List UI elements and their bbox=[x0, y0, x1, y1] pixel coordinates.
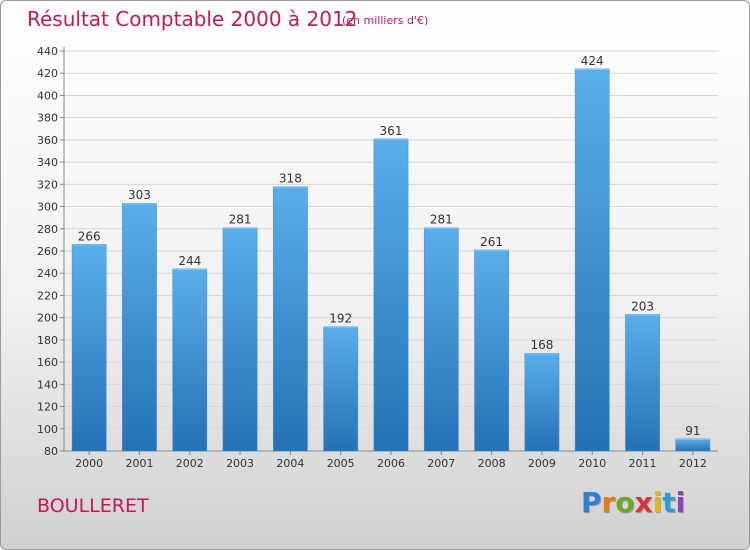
logo-letter: x bbox=[634, 486, 653, 519]
value-label-2010: 424 bbox=[581, 54, 604, 68]
bar-2002 bbox=[172, 268, 208, 452]
y-tick-label: 320 bbox=[37, 178, 58, 191]
bar-2011 bbox=[625, 314, 660, 452]
y-tick-label: 200 bbox=[37, 312, 58, 325]
y-tick-label: 160 bbox=[37, 356, 58, 369]
logo-letter: i bbox=[652, 486, 663, 519]
y-tick-label: 80 bbox=[44, 445, 58, 458]
logo-letter: o bbox=[615, 486, 635, 519]
bar-2001 bbox=[122, 202, 157, 452]
y-tick-label: 120 bbox=[37, 401, 58, 414]
value-label-2004: 318 bbox=[279, 172, 302, 186]
bar-2000 bbox=[71, 244, 107, 452]
x-tick-label-2011: 2011 bbox=[629, 457, 657, 470]
x-tick-label-2008: 2008 bbox=[478, 457, 506, 470]
x-tick-label-2002: 2002 bbox=[176, 457, 204, 470]
logo-letter: i bbox=[675, 486, 686, 519]
y-tick-label: 400 bbox=[37, 89, 58, 102]
bar-2007 bbox=[423, 227, 459, 452]
x-tick-label-2003: 2003 bbox=[226, 457, 254, 470]
x-tick-label-2012: 2012 bbox=[679, 457, 707, 470]
bar-2012 bbox=[675, 438, 711, 452]
bar-2010 bbox=[574, 68, 610, 452]
y-tick-label: 300 bbox=[37, 201, 58, 214]
y-tick-label: 180 bbox=[37, 334, 58, 347]
bar-2005 bbox=[323, 326, 359, 452]
commune-name: BOULLERET bbox=[37, 495, 149, 517]
bar-2003 bbox=[222, 227, 258, 452]
bars bbox=[71, 68, 711, 452]
value-label-2011: 203 bbox=[631, 299, 654, 313]
value-label-2001: 303 bbox=[128, 188, 151, 202]
chart-title: Résultat Comptable 2000 à 2012 bbox=[27, 7, 358, 31]
y-tick-label: 360 bbox=[37, 134, 58, 147]
x-tick-label-2001: 2001 bbox=[125, 457, 153, 470]
logo-letter: P bbox=[581, 486, 602, 519]
logo-letter: t bbox=[662, 486, 676, 519]
x-tick-label-2007: 2007 bbox=[427, 457, 455, 470]
y-tick-label: 340 bbox=[37, 156, 58, 169]
y-tick-label: 440 bbox=[37, 45, 58, 58]
bar-2006 bbox=[373, 138, 409, 452]
value-label-2007: 281 bbox=[430, 213, 453, 227]
y-tick-label: 240 bbox=[37, 267, 58, 280]
y-tick-label: 140 bbox=[37, 378, 58, 391]
logo-letter: r bbox=[601, 486, 616, 519]
x-tick-label-2000: 2000 bbox=[75, 457, 103, 470]
value-label-2003: 281 bbox=[229, 213, 252, 227]
x-tick-label-2005: 2005 bbox=[327, 457, 355, 470]
y-tick-label: 220 bbox=[37, 289, 58, 302]
value-label-2006: 361 bbox=[380, 124, 403, 138]
proxiti-logo: Proxiti bbox=[581, 486, 685, 519]
y-tick-label: 100 bbox=[37, 423, 58, 436]
x-tick-label-2006: 2006 bbox=[377, 457, 405, 470]
chart-subtitle: (en milliers d'€) bbox=[342, 14, 429, 27]
x-tick-label-2004: 2004 bbox=[276, 457, 304, 470]
value-label-2008: 261 bbox=[480, 235, 503, 249]
axes: 80 100 120 140 160 180 200 220 240 260 280 300 320 34… bbox=[37, 45, 718, 470]
y-tick-label: 420 bbox=[37, 67, 58, 80]
bar-2009 bbox=[524, 352, 560, 452]
y-tick-label: 380 bbox=[37, 112, 58, 125]
y-tick-label: 260 bbox=[37, 245, 58, 258]
value-label-2005: 192 bbox=[329, 312, 352, 326]
x-tick-label-2010: 2010 bbox=[578, 457, 606, 470]
value-label-2002: 244 bbox=[178, 254, 201, 268]
x-tick-label-2009: 2009 bbox=[528, 457, 556, 470]
y-tick-label: 280 bbox=[37, 223, 58, 236]
bar-2004 bbox=[273, 186, 308, 452]
labels: 266 303 244 281 318 192 361 281 261 168 424 203 91 bbox=[78, 54, 701, 438]
value-label-2012: 91 bbox=[685, 424, 700, 438]
bar-2008 bbox=[474, 249, 509, 452]
value-label-2009: 168 bbox=[530, 338, 553, 352]
value-label-2000: 266 bbox=[78, 229, 101, 243]
